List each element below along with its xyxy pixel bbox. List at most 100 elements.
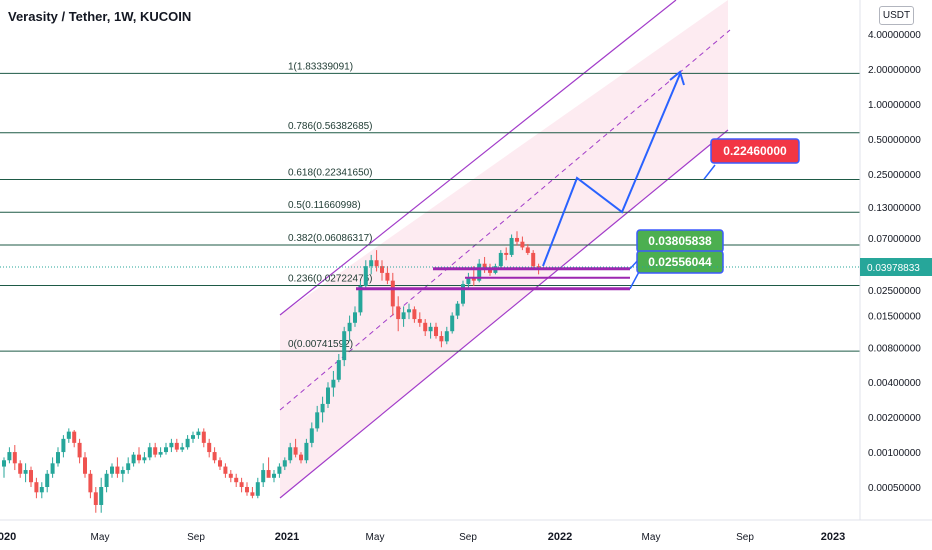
candle-body [142,457,147,461]
candle-body [358,285,363,313]
price-axis-tick: 0.13000000 [868,203,921,214]
time-axis-tick: Sep [187,532,205,543]
candle-body [293,447,298,455]
target-price-label: 0.22460000 [723,144,787,158]
candle-body [407,309,411,313]
candle-body [66,431,71,439]
candle-body [412,309,417,320]
fibonacci-levels: 1(1.83339091) 0.786(0.56382685) 0.618(0.22… [0,61,860,352]
price-axis-tick: 0.07000000 [868,234,921,245]
candle-body [282,460,287,467]
candle-body [120,470,125,474]
candle-body [18,463,23,474]
price-labels: 0.22460000 0.03805838 0.02556044 0.03978833 [0,138,932,276]
candle-body [61,438,66,453]
candle-body [347,322,352,332]
candle-body [223,466,228,474]
candle-body [234,477,239,483]
candle-body [153,447,158,455]
currency-unit-button[interactable]: USDT [879,6,914,25]
candle-body [455,303,460,316]
candle-body [428,326,433,332]
time-axis-tick: May [642,532,661,543]
candle-body [266,470,271,478]
candle-body [185,438,190,448]
candle-body [245,487,249,493]
candle-body [110,466,114,474]
candle-body [212,452,217,461]
candle-body [434,326,438,337]
time-axis[interactable]: 2020 May Sep 2021 May Sep 2022 May Sep 2023 [0,519,932,543]
time-axis-tick: 2021 [275,531,299,543]
time-axis-tick: 2020 [0,531,16,543]
channel-upper-line [279,0,677,316]
candle-body [277,466,282,474]
candle-body [466,277,471,285]
entry-price-label: 0.03805838 [648,234,712,248]
candle-body [417,319,422,323]
candle-body [93,492,98,505]
candle-body [29,470,33,483]
callout-pointer [703,164,716,180]
entry-price-label: 0.02556044 [648,255,712,269]
time-axis-tick: May [366,532,385,543]
candle-body [77,442,82,458]
support-zones [356,267,630,291]
candle-body [515,237,519,242]
candle-body [7,452,12,461]
candle-body [250,492,255,496]
candle-body [147,447,152,458]
candle-body [471,277,476,281]
time-axis-tick: Sep [459,532,477,543]
candle-body [482,263,487,269]
projection-arrowhead [669,70,685,86]
candle-body [336,360,341,380]
candle-body [396,306,401,320]
candle-body [520,241,525,248]
candle-body [498,252,503,267]
candle-body [531,252,536,267]
fib-level-label: 0.5(0.11660998) [288,200,361,211]
candle-body [288,447,293,461]
candle-body [261,470,266,483]
candle-body [525,247,530,253]
entry-price-label-box [636,250,724,274]
candle-body [158,452,163,455]
candle-body [2,460,6,467]
candle-body [83,457,87,474]
candle-body [331,379,336,388]
channel-lower-line [279,129,729,499]
candle-body [369,260,374,267]
candle-body [315,412,320,429]
time-axis-tick: Sep [736,532,754,543]
candle-body [45,473,50,487]
candle-body [444,331,449,342]
fib-level-label: 0.382(0.06086317) [288,233,373,244]
candle-body [477,263,482,281]
price-axis-tick: 0.00050000 [868,483,921,494]
channel-fill [280,0,728,498]
candle-body [488,268,492,273]
price-axis-tick: 1.00000000 [868,100,921,111]
candle-body [509,237,514,255]
candle-body [374,260,379,267]
candle-body [272,473,276,478]
candle-body [174,442,179,450]
candle-body [326,387,330,404]
fib-level-label: 0.236(0.02722476) [288,274,373,285]
time-axis-tick: 2023 [821,531,845,543]
parallel-channel [279,0,731,499]
candle-body [50,463,55,474]
candle-body [12,452,17,464]
time-axis-tick: May [91,532,110,543]
price-axis-tick: 0.00800000 [868,343,921,354]
chart-title: Verasity / Tether, 1W, KUCOIN [8,9,192,24]
candle-body [99,487,104,505]
candle-body [320,403,325,413]
candle-body [401,312,406,320]
candle-body [56,452,60,464]
price-axis-tick: 0.25000000 [868,170,921,181]
last-price-box [860,258,932,276]
candle-body [34,482,39,493]
